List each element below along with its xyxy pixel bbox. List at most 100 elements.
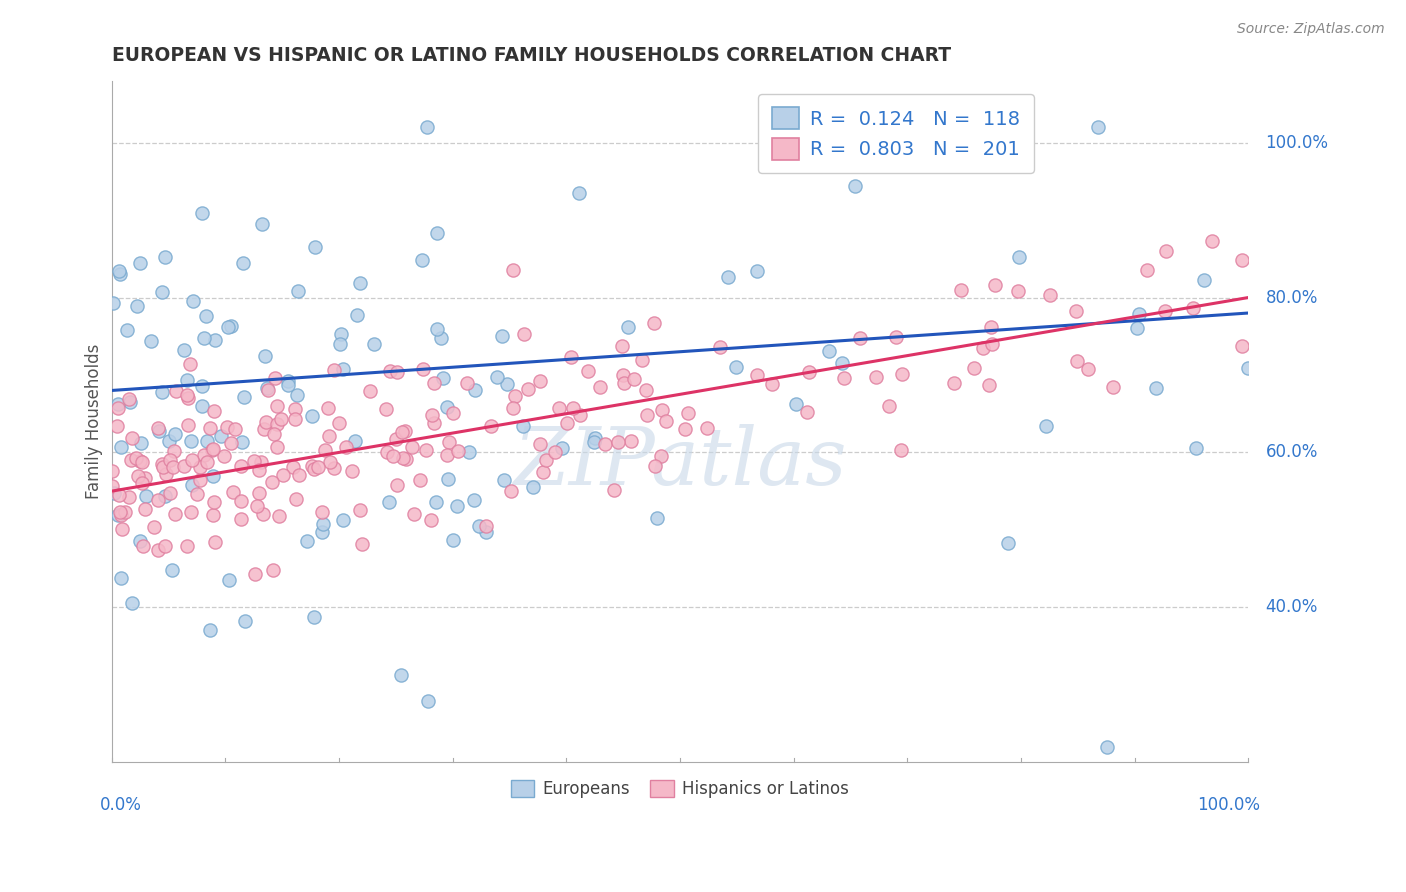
Point [1154, 244, 1177, 258]
Point [323, 461, 346, 475]
Point [401, 440, 423, 454]
Point [352, 537, 374, 551]
Point [131, 454, 153, 468]
Point [349, 503, 371, 517]
Point [645, 510, 668, 524]
Point [284, 412, 307, 426]
Point [464, 383, 486, 397]
Text: 100.0%: 100.0% [1265, 134, 1329, 152]
Point [492, 473, 515, 487]
Point [534, 453, 557, 467]
Point [191, 206, 214, 220]
Point [512, 419, 534, 434]
Point [385, 478, 408, 492]
Point [176, 387, 198, 401]
Point [426, 226, 449, 240]
Point [201, 469, 224, 483]
Point [589, 380, 612, 394]
Point [271, 468, 294, 483]
Point [311, 506, 333, 520]
Point [463, 492, 485, 507]
Point [1102, 379, 1125, 393]
Point [118, 490, 141, 504]
Point [1236, 360, 1258, 375]
Point [617, 319, 640, 334]
Point [127, 299, 149, 313]
Point [253, 422, 276, 436]
Point [195, 455, 218, 469]
Point [717, 269, 740, 284]
Point [651, 403, 673, 417]
Point [623, 372, 645, 386]
Point [425, 322, 447, 336]
Point [165, 384, 187, 399]
Point [517, 382, 540, 396]
Point [904, 145, 927, 159]
Point [655, 414, 678, 428]
Point [709, 340, 731, 354]
Point [502, 401, 524, 416]
Point [409, 473, 432, 487]
Point [963, 361, 986, 376]
Point [215, 420, 238, 434]
Point [402, 507, 425, 521]
Point [159, 486, 181, 500]
Point [134, 471, 156, 485]
Point [323, 362, 346, 376]
Y-axis label: Family Households: Family Households [86, 343, 103, 500]
Point [269, 508, 291, 523]
Point [318, 429, 340, 443]
Point [458, 445, 481, 459]
Point [218, 573, 240, 587]
Point [631, 353, 654, 368]
Point [419, 513, 441, 527]
Point [503, 389, 526, 403]
Point [155, 539, 177, 553]
Point [250, 455, 273, 469]
Point [195, 434, 218, 448]
Point [997, 536, 1019, 550]
Point [107, 397, 129, 411]
Point [110, 508, 132, 523]
Point [110, 440, 132, 454]
Point [1201, 234, 1223, 248]
Point [287, 388, 309, 402]
Point [254, 349, 277, 363]
Point [886, 330, 908, 344]
Point [531, 465, 554, 479]
Point [101, 479, 124, 493]
Point [378, 495, 401, 509]
Point [818, 343, 841, 358]
Point [204, 333, 226, 347]
Point [160, 562, 183, 576]
Point [522, 480, 544, 494]
Point [785, 397, 807, 411]
Point [650, 449, 672, 463]
Point [150, 457, 173, 471]
Point [304, 240, 326, 254]
Point [128, 534, 150, 549]
Point [176, 372, 198, 386]
Point [148, 424, 170, 438]
Point [117, 392, 139, 406]
Point [447, 444, 470, 458]
Point [529, 437, 551, 451]
Point [1035, 418, 1057, 433]
Point [1128, 307, 1150, 321]
Point [675, 422, 697, 436]
Point [643, 317, 665, 331]
Point [257, 383, 280, 397]
Point [212, 449, 235, 463]
Text: 80.0%: 80.0% [1265, 288, 1317, 307]
Point [165, 507, 187, 521]
Point [436, 401, 458, 415]
Point [252, 507, 274, 521]
Point [411, 253, 433, 268]
Point [446, 499, 468, 513]
Point [118, 394, 141, 409]
Point [266, 417, 288, 431]
Point [972, 341, 994, 355]
Point [100, 464, 122, 478]
Point [108, 267, 131, 281]
Point [188, 473, 211, 487]
